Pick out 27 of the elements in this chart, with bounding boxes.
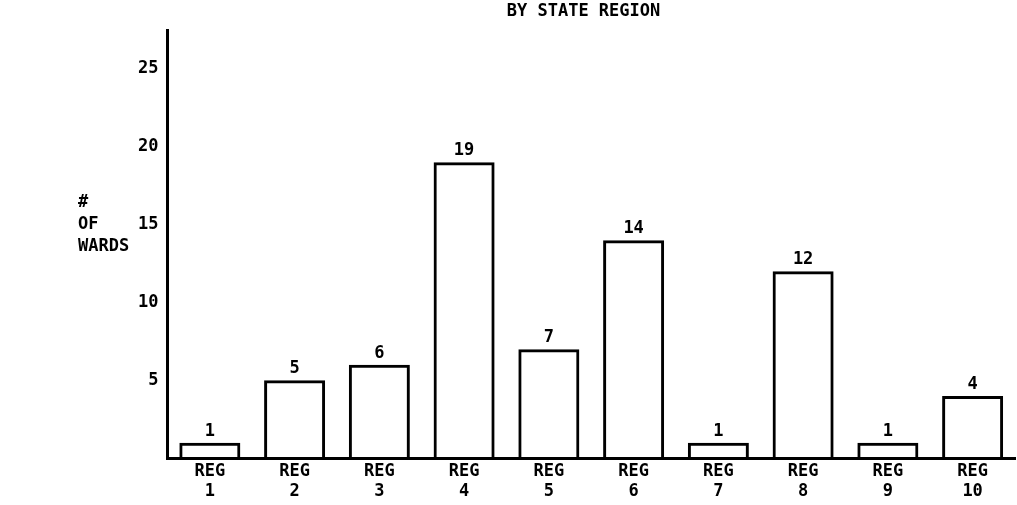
- data-label: 1: [882, 419, 893, 440]
- y-tick-label: 15: [137, 213, 159, 234]
- x-tick-label: REG 10: [957, 459, 988, 501]
- x-tick-label: REG 5: [533, 459, 565, 501]
- data-label: 4: [967, 372, 978, 393]
- data-label: 6: [374, 341, 385, 362]
- y-tick-label: 20: [137, 135, 159, 156]
- data-label: 14: [623, 217, 644, 238]
- data-label: 12: [792, 248, 814, 269]
- chart-title: BY STATE REGION: [505, 0, 662, 20]
- x-tick-label: REG 8: [787, 459, 819, 501]
- x-tick-label: REG 4: [448, 459, 480, 501]
- x-tick-label: REG 6: [618, 459, 649, 501]
- y-axis-title: # OF WARDS: [78, 190, 130, 256]
- data-label: 1: [713, 419, 724, 440]
- x-tick-label: REG 2: [279, 459, 310, 501]
- x-tick-label: REG 1: [194, 459, 226, 501]
- data-label: 1: [204, 419, 215, 440]
- x-tick-label: REG 9: [872, 459, 904, 501]
- data-label: 5: [289, 357, 300, 378]
- y-tick-label: 25: [137, 57, 159, 78]
- x-tick-label: REG 3: [363, 459, 395, 501]
- y-tick-label: 10: [137, 290, 159, 311]
- x-tick-label: REG 7: [703, 459, 734, 501]
- data-label: 19: [453, 139, 475, 160]
- y-tick-label: 5: [148, 368, 159, 389]
- data-label: 7: [543, 326, 554, 347]
